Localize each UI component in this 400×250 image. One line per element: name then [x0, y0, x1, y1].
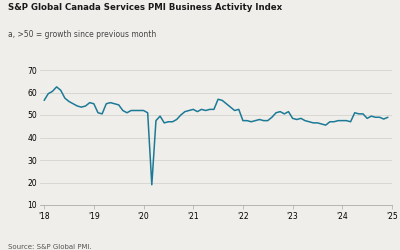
Text: Source: S&P Global PMI.: Source: S&P Global PMI.: [8, 244, 92, 250]
Text: S&P Global Canada Services PMI Business Activity Index: S&P Global Canada Services PMI Business …: [8, 2, 282, 12]
Text: a, >50 = growth since previous month: a, >50 = growth since previous month: [8, 30, 156, 39]
